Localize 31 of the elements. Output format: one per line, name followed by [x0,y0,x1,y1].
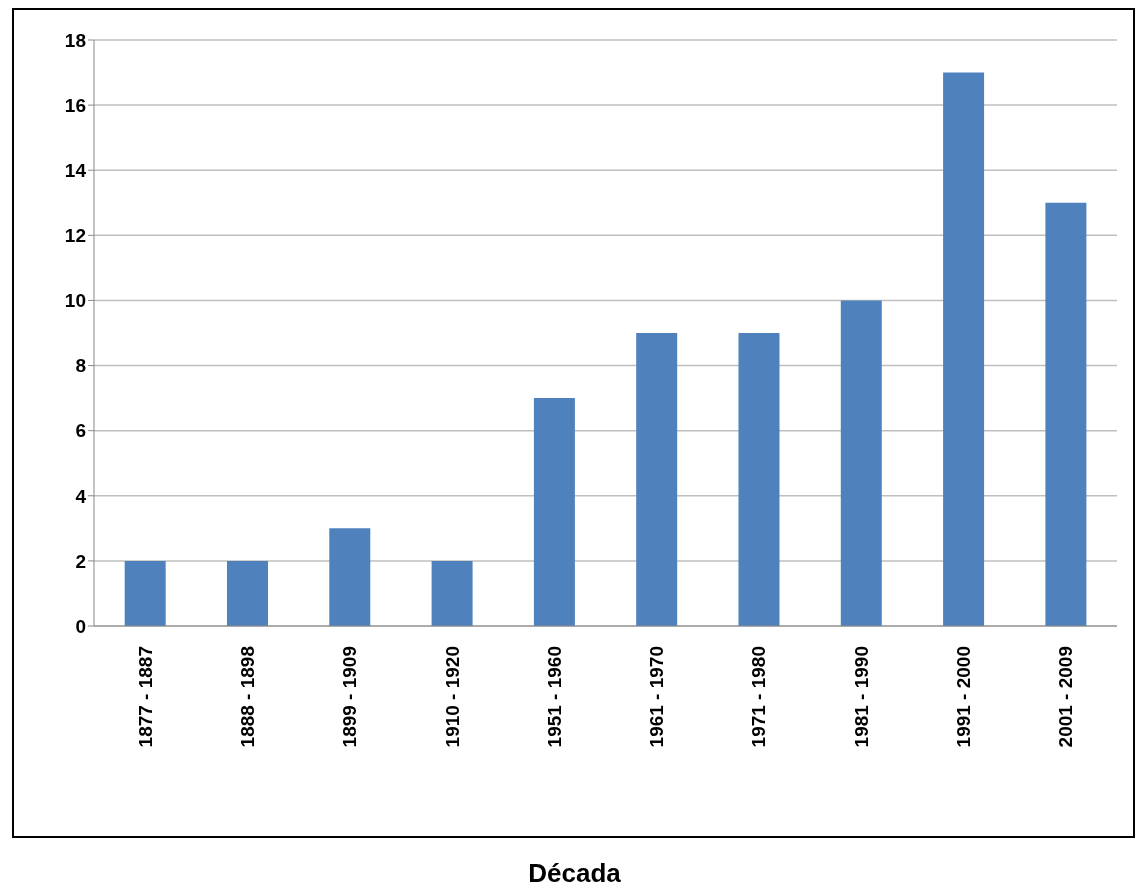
y-tick-label: 16 [64,94,86,116]
y-tick-label: 12 [64,225,86,247]
y-tick-label: 6 [75,420,86,442]
x-tick-label: 1981 - 1990 [850,646,872,748]
bar [431,560,473,626]
bar [738,333,780,626]
x-tick-label: 1991 - 2000 [953,646,975,748]
bar [840,300,882,626]
y-tick-label: 2 [75,550,86,572]
x-tick-label: 1877 - 1887 [134,646,156,748]
x-tick-label: 1910 - 1920 [441,646,463,748]
bar [1045,202,1087,626]
x-tick-label: 2001 - 2009 [1055,646,1077,748]
y-tick-label: 0 [75,615,86,637]
y-tick-label: 14 [64,159,87,181]
y-tick-label: 4 [75,485,87,507]
x-axis-title: Década [527,858,622,889]
x-tick-label: 1899 - 1909 [339,646,361,748]
x-tick-label: 1951 - 1960 [543,646,565,748]
bar [636,333,678,626]
bar [533,398,575,626]
x-tick-label: 1888 - 1898 [236,646,258,748]
bar [943,72,985,626]
bar [226,560,268,626]
x-tick-label: 1971 - 1980 [748,646,770,748]
bar [124,560,166,626]
y-tick-label: 8 [75,355,86,377]
y-tick-label: 18 [64,29,86,51]
bar [329,528,371,626]
x-tick-label: 1961 - 1970 [646,646,668,748]
y-tick-label: 10 [64,290,86,312]
